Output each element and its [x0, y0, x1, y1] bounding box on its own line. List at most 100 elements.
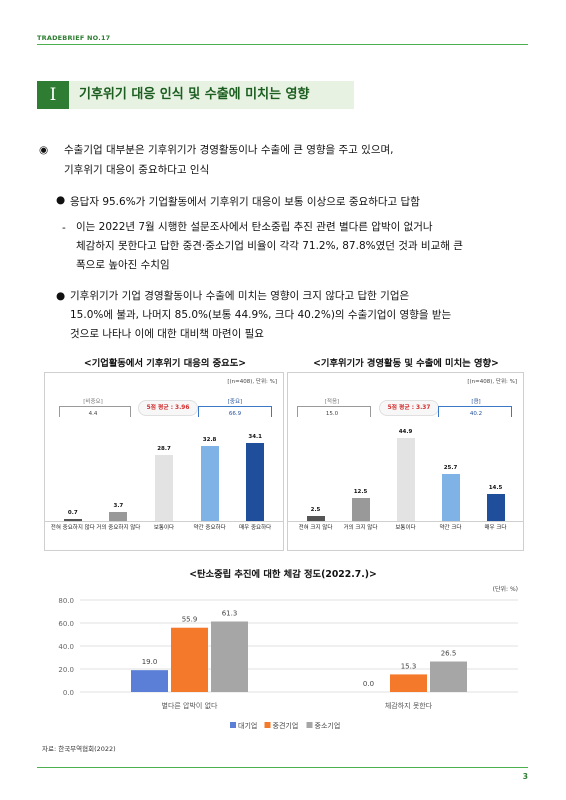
chart2-group-right-label: [큼] [471, 399, 481, 405]
bullet2-line3: 것으로 나타나 이에 대한 대비책 마련이 필요 [70, 328, 264, 340]
bar-value-label: 0.0 [363, 680, 374, 688]
chart1-group-right-label: [중요] [227, 399, 243, 405]
bar-value-label: 28.7 [157, 445, 171, 452]
bar [109, 512, 128, 521]
bar [63, 519, 82, 521]
main-point-marker: ◉ [39, 144, 49, 156]
dash-line3: 폭으로 높아진 수치임 [76, 259, 170, 271]
dash-line1: 이는 2022년 7월 시행한 설문조사에서 탄소중립 추진 관련 별다른 압박… [76, 221, 433, 233]
bar [200, 445, 219, 521]
chart2-baseline [288, 521, 523, 522]
chart2-title: <기후위기가 경영활동 및 수출에 미치는 영향> [313, 358, 499, 369]
bar [171, 627, 208, 692]
y-tick-label: 40.0 [58, 643, 74, 651]
chart1-group-right-value: 66.9 [215, 411, 255, 417]
bar [486, 494, 505, 521]
chart1-unit: [(n=408), 단위: %] [227, 379, 277, 385]
category-label: 보통이다 [153, 525, 175, 531]
category-label: 약간 크다 [439, 525, 462, 531]
bar-value-label: 0.7 [67, 510, 78, 517]
brief-header: TRADEBRIEF NO.17 [37, 34, 110, 42]
section-heading-bg [37, 81, 354, 109]
main-point-line1: 수출기업 대부분은 기후위기가 경영활동이나 수출에 큰 영향을 주고 있으며, [64, 144, 394, 156]
category-label: 거의 크지 않다 [343, 525, 378, 531]
dash-marker: - [62, 222, 66, 234]
category-label: 보통이다 [395, 525, 416, 531]
legend-label: 중소기업 [315, 721, 341, 730]
bar [396, 438, 415, 521]
section-number: I [37, 81, 69, 109]
bar-value-label: 26.5 [441, 650, 457, 658]
bar-value-label: 14.5 [488, 485, 503, 492]
bar-value-label: 34.1 [248, 433, 262, 440]
category-label: 전혀 크지 않다 [298, 525, 333, 531]
bar [131, 670, 168, 692]
chart1-group-right-bracket [198, 406, 272, 417]
legend-label: 대기업 [238, 721, 257, 730]
y-tick-label: 20.0 [58, 666, 74, 674]
dash-line2: 체감하지 못한다고 답한 중견·중소기업 비율이 각각 71.2%, 87.8%… [76, 240, 463, 252]
source-note: 자료: 한국무역협회(2022) [42, 745, 116, 753]
chart3-title: <탄소중립 추진에 대한 체감 정도(2022.7.)> [189, 569, 377, 580]
category-label: 별다른 압박이 없다 [162, 701, 219, 710]
legend-swatch [306, 722, 313, 728]
brand-name: TRADEBRIEF [37, 34, 85, 42]
chart3-plot: 0.0 20.0 40.0 60.0 80.0 19.0 55.9 61.3 별다른 압박이 없… [58, 597, 518, 730]
bar-value-label: 61.3 [222, 610, 238, 618]
bar [351, 498, 370, 521]
bar-value-label: 44.9 [398, 429, 413, 436]
bar [246, 442, 265, 521]
chart1-title: <기업활동에서 기후위기 대응의 중요도> [83, 358, 247, 369]
bullet2-line1: 기후위기가 기업 경영활동이나 수출에 미치는 영향이 크지 않다고 답한 기업… [70, 290, 410, 302]
bar-value-label: 19.0 [142, 658, 158, 666]
bar-value-label: 3.7 [113, 503, 124, 510]
category-label: 매우 중요하다 [239, 525, 272, 531]
y-tick-label: 60.0 [58, 620, 74, 628]
legend-swatch [264, 722, 271, 728]
main-point-line2: 기후위기 대응이 중요하다고 인식 [64, 164, 210, 176]
bar-value-label: 15.3 [401, 662, 417, 670]
bullet-marker: ● [56, 194, 66, 206]
bar [390, 674, 427, 692]
bullet-marker: ● [56, 290, 66, 302]
bullet-text: 응답자 95.6%가 기업활동에서 기후위기 대응이 보통 이상으로 중요하다고… [70, 196, 420, 208]
category-label: 체감하지 못한다 [385, 701, 433, 710]
bar-value-label: 55.9 [182, 616, 198, 624]
chart2-group-right-bracket [438, 406, 512, 417]
chart2-unit: [(n=408), 단위: %] [467, 379, 517, 385]
chart2-group-left-value: 15.0 [312, 411, 352, 417]
chart1-baseline [45, 521, 283, 522]
category-label: 거의 중요하지 않다 [96, 525, 141, 531]
legend-swatch [230, 722, 236, 728]
bar-value-label: 32.8 [202, 436, 217, 443]
category-label: 전혀 중요하지 않다 [50, 525, 95, 531]
footer-divider [37, 767, 528, 768]
chart2-group-left-label: [적음] [324, 399, 340, 405]
chart1-average-badge: 5점 평균 : 3.96 [138, 400, 198, 416]
category-label: 약간 중요하다 [193, 525, 226, 531]
bar [441, 473, 460, 521]
bar [155, 454, 173, 521]
chart3-unit: (단위: %) [492, 586, 518, 593]
bar-value-label: 2.5 [310, 507, 321, 514]
chart1-frame: [(n=408), 단위: %] [비중요] 4.4 5점 평균 : 3.96 … [44, 372, 284, 551]
chart2-average-badge: 5점 평균 : 3.37 [379, 400, 439, 416]
chart2-group-left-bracket [297, 406, 371, 417]
chart1-group-left-bracket [59, 406, 131, 417]
legend-label: 중견기업 [273, 721, 299, 730]
page-number: 3 [522, 772, 528, 781]
bar-value-label: 12.5 [353, 489, 368, 495]
chart1-group-left-label: [비중요] [83, 399, 103, 405]
category-label: 매우 크다 [484, 525, 507, 531]
bar-value-label: 25.7 [443, 464, 458, 471]
y-tick-label: 80.0 [58, 597, 74, 605]
bar [211, 621, 248, 692]
header-divider [37, 44, 528, 45]
section-title: 기후위기 대응 인식 및 수출에 미치는 영향 [79, 87, 310, 102]
chart1-group-left-value: 4.4 [73, 411, 113, 417]
chart2-frame: [(n=408), 단위: %] [적음] 15.0 5점 평균 : 3.37 … [287, 372, 524, 551]
y-tick-label: 0.0 [63, 689, 74, 697]
chart2-group-right-value: 40.2 [456, 411, 496, 417]
bar [430, 661, 467, 692]
issue-number: NO.17 [87, 34, 111, 42]
